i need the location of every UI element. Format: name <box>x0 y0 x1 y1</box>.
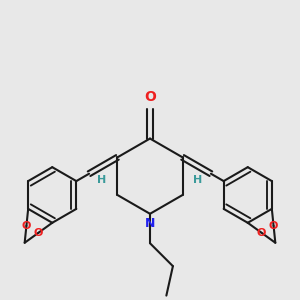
Text: O: O <box>269 221 278 231</box>
Text: O: O <box>257 228 266 238</box>
Text: N: N <box>145 217 155 230</box>
Text: O: O <box>144 90 156 104</box>
Text: O: O <box>22 221 31 231</box>
Text: H: H <box>97 176 106 185</box>
Text: O: O <box>34 228 43 238</box>
Text: H: H <box>194 176 203 185</box>
